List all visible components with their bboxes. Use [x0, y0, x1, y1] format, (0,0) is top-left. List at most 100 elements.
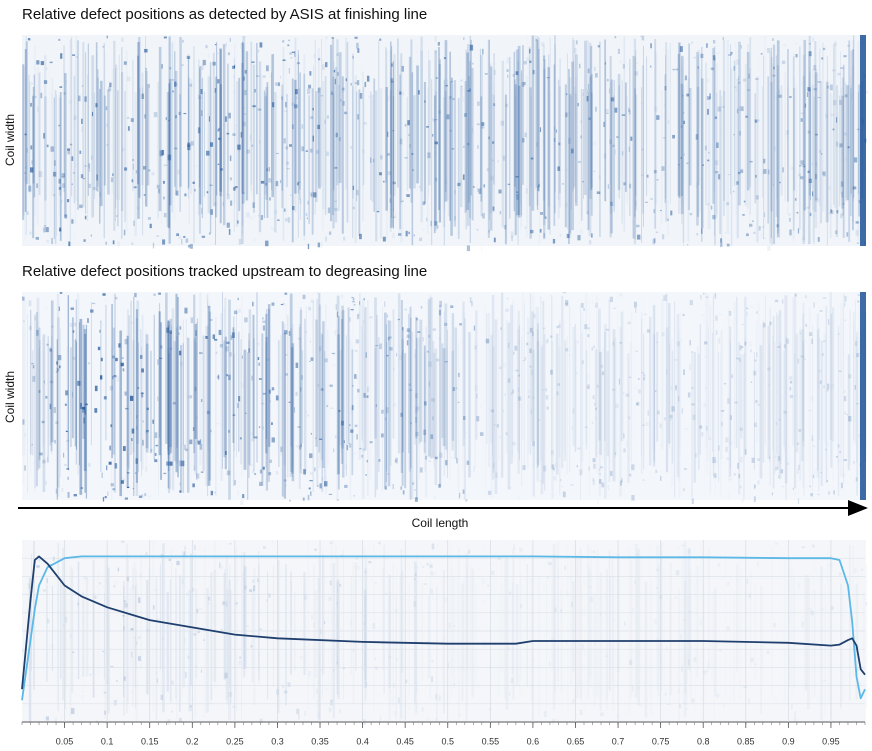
heatmap-spot: [820, 310, 823, 312]
heatmap-spot: [65, 390, 68, 395]
heatmap-spot: [751, 657, 754, 661]
heatmap-spot: [681, 125, 683, 127]
heatmap-spot: [85, 404, 88, 406]
heatmap-stripe: [712, 333, 713, 452]
heatmap-spot: [299, 656, 302, 659]
heatmap-spot: [453, 387, 455, 391]
heatmap-spot: [332, 353, 335, 354]
heatmap-spot: [823, 385, 825, 388]
heatmap-spot: [260, 470, 262, 474]
heatmap-spot: [665, 693, 666, 695]
heatmap-spot: [213, 334, 215, 339]
heatmap-spot: [183, 115, 186, 119]
heatmap-spot: [568, 138, 571, 144]
heatmap-spot: [118, 568, 119, 572]
heatmap-stripe: [658, 564, 660, 695]
heatmap-spot: [271, 227, 274, 230]
heatmap-spot: [50, 348, 53, 351]
heatmap-spot: [409, 705, 411, 710]
heatmap-spot: [74, 323, 77, 327]
heatmap-spot: [592, 422, 593, 425]
heatmap-spot: [736, 89, 737, 92]
heatmap-spot: [663, 295, 666, 301]
heatmap-stripe: [451, 570, 453, 670]
heatmap-spot: [259, 482, 262, 486]
heatmap-spot: [352, 385, 354, 386]
heatmap-stripe: [501, 293, 503, 478]
heatmap-spot: [150, 224, 152, 228]
heatmap-spot: [350, 620, 352, 625]
heatmap-spot: [809, 51, 812, 56]
heatmap-spot: [557, 383, 560, 385]
heatmap-spot: [749, 224, 752, 227]
heatmap-spot: [251, 465, 253, 467]
heatmap-spot: [691, 387, 693, 389]
heatmap-spot: [422, 707, 423, 711]
heatmap-spot: [209, 185, 212, 186]
heatmap-spot: [73, 357, 76, 360]
heatmap-spot: [771, 548, 774, 550]
heatmap-spot: [730, 415, 732, 420]
heatmap-spot: [402, 66, 404, 72]
heatmap-spot: [769, 322, 771, 325]
heatmap-spot: [259, 629, 262, 631]
heatmap-spot: [844, 390, 846, 393]
heatmap-spot: [331, 37, 334, 38]
heatmap-spot: [47, 619, 49, 624]
heatmap-spot: [836, 456, 838, 458]
heatmap-spot: [740, 428, 743, 431]
heatmap-spot: [856, 221, 859, 223]
heatmap-spot: [101, 473, 102, 478]
heatmap-spot: [166, 461, 169, 465]
heatmap-stripe: [337, 296, 340, 475]
heatmap-stripe: [145, 348, 147, 450]
heatmap-spot: [357, 434, 358, 439]
heatmap-spot: [531, 560, 534, 562]
heatmap-spot: [529, 60, 531, 63]
heatmap-spot: [652, 315, 654, 320]
heatmap-spot: [472, 63, 473, 65]
heatmap-stripe: [401, 571, 403, 673]
heatmap-spot: [47, 344, 49, 346]
heatmap-spot: [182, 579, 184, 585]
heatmap-spot: [62, 176, 65, 178]
heatmap-spot: [767, 48, 770, 53]
heatmap-stripe: [714, 588, 715, 719]
heatmap-spot: [805, 104, 806, 108]
heatmap-spot: [366, 395, 368, 398]
heatmap-spot: [110, 386, 113, 390]
heatmap-spot: [753, 371, 756, 376]
heatmap-spot: [726, 626, 729, 630]
heatmap-stripe: [843, 293, 844, 483]
x-tick-label: 0.4: [356, 736, 369, 746]
heatmap-stripe: [849, 545, 851, 700]
heatmap-spot: [519, 548, 522, 552]
heatmap-spot: [182, 551, 183, 556]
heatmap-spot: [337, 499, 339, 501]
heatmap-spot: [351, 297, 353, 298]
heatmap-spot: [543, 55, 545, 60]
heatmap-spot: [308, 85, 311, 89]
heatmap-spot: [115, 297, 118, 299]
heatmap-spot: [525, 227, 526, 229]
heatmap-spot: [629, 377, 632, 378]
heatmap-spot: [533, 118, 536, 119]
heatmap-spot: [543, 328, 545, 330]
heatmap-spot: [751, 715, 753, 718]
heatmap-spot: [461, 87, 463, 93]
heatmap-spot: [128, 126, 130, 131]
heatmap-spot: [252, 302, 253, 306]
heatmap-stripe: [273, 565, 274, 687]
heatmap-spot: [233, 90, 234, 94]
heatmap-spot: [230, 178, 232, 179]
heatmap-spot: [414, 353, 415, 358]
heatmap-spot: [449, 130, 452, 131]
heatmap-spot: [802, 546, 805, 548]
heatmap-spot: [405, 124, 407, 127]
heatmap-spot: [841, 192, 843, 198]
heatmap-spot: [190, 244, 193, 249]
heatmap-spot: [154, 112, 157, 117]
heatmap-spot: [202, 236, 205, 238]
heatmap-spot: [104, 396, 107, 399]
heatmap-spot: [354, 304, 356, 306]
